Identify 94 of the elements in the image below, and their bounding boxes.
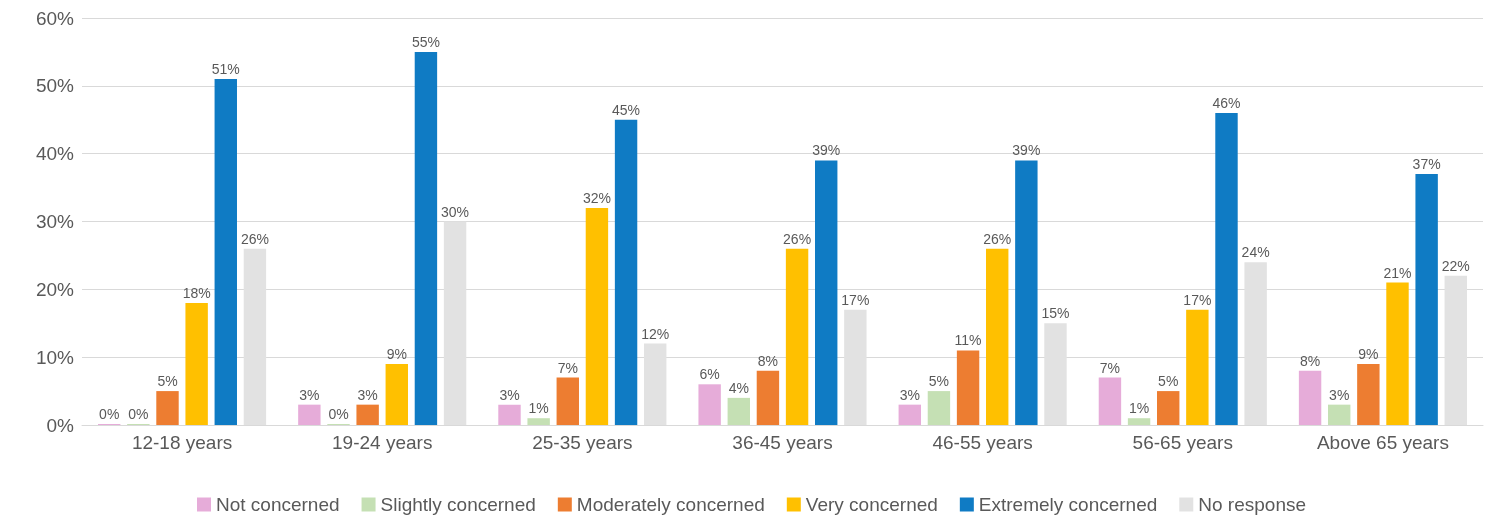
x-tick-label: Above 65 years [1316, 432, 1449, 453]
bar [815, 160, 838, 425]
data-label: 24% [1241, 244, 1270, 261]
data-label: 7% [1099, 359, 1121, 376]
bar [1298, 370, 1322, 425]
x-tick-label: 56-65 years [1132, 432, 1233, 453]
x-tick-label: 12-18 years [131, 432, 233, 453]
y-tick-label: 20% [35, 278, 75, 300]
data-label: 32% [582, 189, 611, 206]
data-label: 21% [1383, 264, 1412, 281]
bar [156, 391, 179, 425]
data-label: 3% [899, 386, 920, 403]
data-label: 26% [783, 230, 812, 247]
bar [527, 418, 550, 425]
x-tick-label: 46-55 years [932, 432, 1033, 453]
data-label: 9% [386, 345, 407, 362]
bar [1127, 418, 1151, 425]
bar [927, 391, 951, 425]
data-label: 22% [1441, 257, 1470, 274]
data-label: 3% [299, 386, 320, 403]
bar [1328, 404, 1351, 425]
data-label: 8% [757, 352, 779, 369]
bar [385, 363, 408, 425]
bar [498, 404, 521, 425]
bar [614, 119, 638, 425]
bar [356, 404, 379, 425]
data-label: 15% [1041, 305, 1070, 322]
bar [556, 377, 579, 425]
y-tick-label: 30% [35, 211, 75, 232]
data-label: 3% [357, 386, 378, 403]
bar [214, 79, 237, 425]
data-label: 4% [728, 379, 749, 396]
legend-label: Extremely concerned [978, 494, 1158, 515]
data-label: 17% [1183, 291, 1212, 308]
data-label: 1% [528, 400, 549, 417]
legend-label: Very concerned [805, 494, 938, 515]
data-label: 46% [1212, 94, 1241, 111]
data-label: 9% [1358, 345, 1379, 362]
data-label: 5% [1158, 373, 1179, 390]
data-label: 30% [441, 203, 470, 220]
data-label: 26% [983, 230, 1012, 247]
bar [185, 302, 208, 425]
bar [1415, 174, 1438, 425]
bar [898, 404, 921, 425]
bar [698, 384, 721, 425]
legend-label: Not concerned [215, 494, 340, 515]
bar [1386, 282, 1409, 425]
legend-label: Moderately concerned [576, 494, 765, 515]
data-label: 1% [1128, 400, 1150, 417]
data-label: 45% [612, 101, 641, 118]
bar [1098, 377, 1122, 425]
data-label: 37% [1412, 156, 1441, 173]
data-label: 18% [182, 284, 211, 301]
bar [585, 207, 609, 425]
x-tick-label: 25-35 years [532, 432, 633, 453]
bar [1357, 363, 1380, 425]
data-label: 55% [411, 33, 440, 50]
bar [1157, 391, 1180, 425]
bar [956, 350, 980, 425]
data-label: 5% [157, 373, 178, 390]
bar [298, 404, 321, 425]
bar [727, 397, 750, 425]
data-label: 3% [499, 386, 520, 403]
bar [756, 370, 780, 425]
data-label: 5% [928, 373, 950, 390]
data-label: 0% [99, 406, 120, 422]
data-label: 0% [128, 406, 149, 422]
y-tick-label: 0% [46, 414, 75, 436]
y-tick-label: 50% [35, 75, 75, 97]
x-tick-label: 19-24 years [332, 432, 433, 453]
bar [986, 248, 1009, 425]
y-tick-label: 40% [35, 143, 75, 165]
data-label: 3% [1329, 386, 1350, 403]
legend-label: No response [1198, 494, 1307, 515]
y-tick-label: 60% [35, 7, 75, 29]
data-label: 11% [954, 332, 982, 349]
data-label: 51% [211, 61, 240, 78]
bar [414, 51, 438, 425]
data-label: 26% [240, 230, 269, 247]
bar [1215, 112, 1238, 425]
bar [785, 248, 809, 425]
data-label: 17% [841, 291, 870, 308]
bar [1186, 309, 1209, 425]
data-label: 7% [557, 359, 578, 376]
data-label: 6% [699, 366, 720, 383]
data-label: 39% [1012, 142, 1041, 159]
x-tick-label: 36-45 years [732, 432, 833, 453]
data-label: 0% [328, 406, 349, 422]
data-label: 39% [812, 142, 841, 159]
y-tick-label: 10% [35, 346, 75, 368]
data-label: 8% [1299, 352, 1321, 369]
legend-label: Slightly concerned [380, 494, 536, 515]
data-label: 12% [641, 325, 670, 342]
bar [1015, 160, 1038, 425]
